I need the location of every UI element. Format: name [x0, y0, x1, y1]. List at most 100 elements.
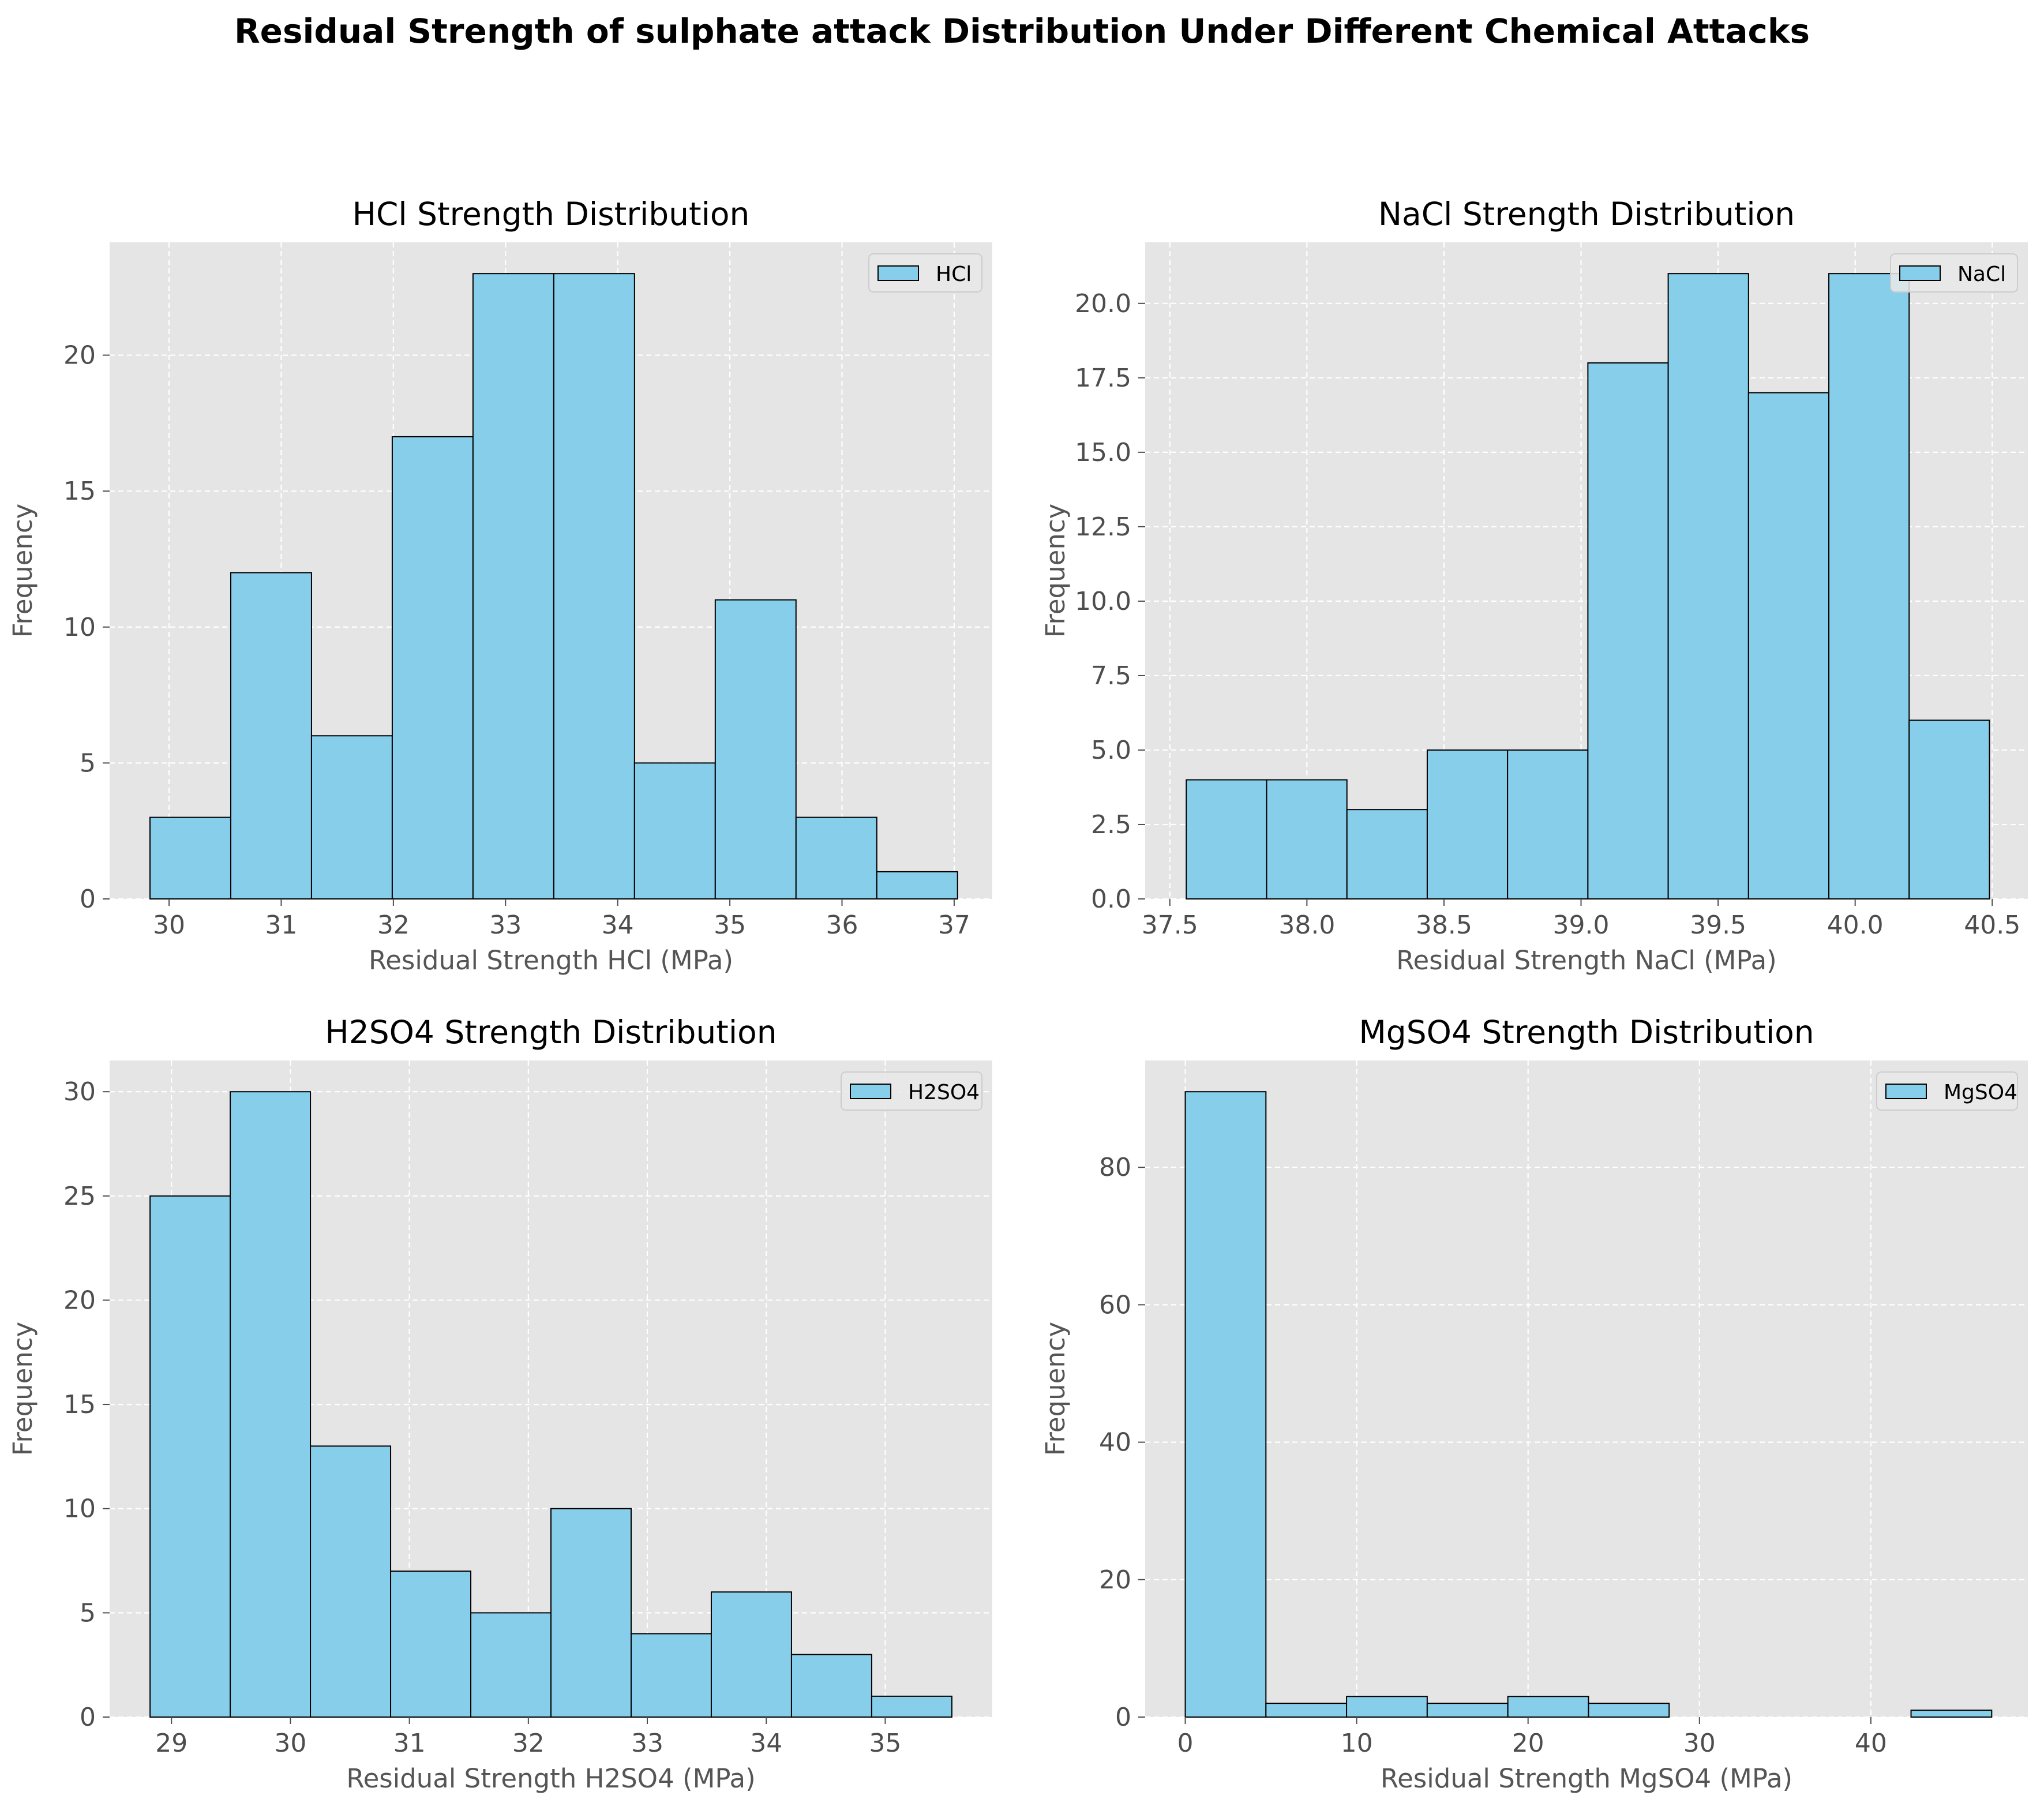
h2so4-x-tick-label: 32 — [512, 1729, 545, 1758]
hcl-x-tick-label: 32 — [377, 910, 410, 940]
nacl-x-tick-label: 38.0 — [1278, 910, 1335, 940]
hcl-x-tick-label: 30 — [153, 910, 185, 940]
mgso4-legend-label: MgSO4 — [1944, 1081, 2017, 1104]
hcl-x-axis-label: Residual Strength HCl (MPa) — [369, 945, 733, 976]
hcl-legend-label: HCl — [936, 263, 972, 286]
h2so4-histogram-bar — [149, 1195, 231, 1718]
mgso4-histogram-panel: 0 10 20 30 40 0 20 40 60 80 MgSO4 Strength Distrib… — [1040, 1014, 2028, 1794]
nacl-histogram-bar — [1186, 779, 1267, 899]
hcl-histogram-bar — [876, 871, 958, 899]
mgso4-legend-swatch — [1885, 1084, 1927, 1099]
h2so4-legend: H2SO4 — [841, 1071, 982, 1111]
mgso4-x-tick-label: 30 — [1683, 1729, 1716, 1758]
h2so4-histogram-bar — [710, 1591, 792, 1718]
nacl-legend-swatch — [1899, 265, 1941, 281]
mgso4-legend-box — [1876, 1071, 2018, 1111]
hcl-histogram-bar — [553, 273, 635, 900]
h2so4-y-tick-label: 20 — [63, 1285, 96, 1315]
nacl-histogram-bar — [1828, 273, 1910, 900]
mgso4-y-tick-label: 40 — [1099, 1428, 1131, 1457]
h2so4-x-tick-label: 29 — [155, 1729, 187, 1758]
nacl-x-tick-label: 40.5 — [1964, 910, 2020, 940]
mgso4-legend: MgSO4 — [1876, 1071, 2018, 1111]
h2so4-histogram-bar — [871, 1695, 952, 1718]
hcl-histogram-bar — [472, 273, 554, 900]
mgso4-histogram-bar — [1910, 1710, 1993, 1718]
h2so4-y-tick-label: 15 — [63, 1390, 96, 1419]
hcl-histogram-bar — [310, 735, 393, 899]
nacl-histogram-bar — [1587, 362, 1669, 899]
nacl-y-tick-label: 0.0 — [1091, 884, 1131, 914]
mgso4-axes-background — [1145, 1060, 2028, 1717]
hcl-y-tick-label: 15 — [63, 477, 96, 506]
hcl-histogram-bar — [149, 816, 231, 899]
mgso4-x-tick-label: 20 — [1512, 1729, 1544, 1758]
hcl-y-axis-label: Frequency — [7, 504, 38, 638]
hcl-histogram-bar — [714, 599, 797, 900]
nacl-x-tick-label: 38.5 — [1416, 910, 1472, 940]
figure-title: Residual Strength of sulphate attack Dis… — [234, 12, 1810, 51]
mgso4-histogram-bar — [1507, 1696, 1589, 1718]
nacl-x-axis-label: Residual Strength NaCl (MPa) — [1396, 945, 1776, 976]
h2so4-x-tick-label: 35 — [869, 1729, 901, 1758]
mgso4-histogram-bar — [1265, 1703, 1348, 1718]
h2so4-histogram-panel: 29 30 31 32 33 34 35 0 5 10 15 20 25 30 H2SO4 Strength… — [7, 1014, 992, 1794]
hcl-legend-box — [868, 253, 982, 293]
nacl-y-tick-label: 20.0 — [1075, 289, 1131, 318]
h2so4-x-tick-label: 34 — [750, 1729, 782, 1758]
mgso4-y-axis-label: Frequency — [1040, 1322, 1071, 1456]
nacl-y-tick-label: 12.5 — [1075, 512, 1131, 542]
h2so4-histogram-bar — [630, 1633, 712, 1718]
hcl-histogram-bar — [633, 762, 716, 900]
hcl-y-tick-label: 20 — [63, 341, 96, 370]
nacl-subplot-title: NaCl Strength Distribution — [1378, 196, 1795, 233]
nacl-y-tick-label: 5.0 — [1091, 736, 1131, 765]
h2so4-y-tick-label: 30 — [63, 1077, 96, 1107]
mgso4-x-axis-label: Residual Strength MgSO4 (MPa) — [1381, 1763, 1792, 1794]
mgso4-y-tick-label: 80 — [1099, 1153, 1131, 1182]
h2so4-histogram-bar — [390, 1571, 472, 1718]
nacl-y-axis-label: Frequency — [1040, 504, 1071, 638]
nacl-legend-box — [1890, 253, 2018, 293]
hcl-x-tick-label: 36 — [826, 910, 858, 940]
hcl-x-tick-label: 37 — [938, 910, 970, 940]
nacl-histogram-bar — [1346, 809, 1428, 899]
hcl-histogram-panel: 30 31 32 33 34 35 36 37 0 5 10 15 20 HCl Strength Dis… — [7, 196, 992, 976]
h2so4-x-axis-label: Residual Strength H2SO4 (MPa) — [346, 1763, 755, 1794]
nacl-histogram-panel: 37.5 38.0 38.5 39.0 39.5 40.0 40.5 0.0 2.5 5.0 7.5… — [1040, 196, 2028, 976]
nacl-x-tick-label: 40.0 — [1827, 910, 1884, 940]
nacl-x-tick-label: 39.5 — [1690, 910, 1746, 940]
nacl-x-tick-label: 39.0 — [1553, 910, 1610, 940]
hcl-y-tick-label: 10 — [63, 613, 96, 642]
h2so4-y-tick-label: 10 — [63, 1494, 96, 1524]
nacl-histogram-bar — [1426, 749, 1509, 899]
mgso4-histogram-bar — [1588, 1703, 1670, 1718]
h2so4-legend-swatch — [850, 1084, 891, 1099]
h2so4-x-tick-label: 30 — [274, 1729, 306, 1758]
nacl-y-tick-label: 15.0 — [1075, 438, 1131, 467]
nacl-histogram-bar — [1908, 719, 1990, 899]
mgso4-x-tick-label: 40 — [1855, 1729, 1887, 1758]
h2so4-x-tick-label: 33 — [631, 1729, 663, 1758]
h2so4-y-axis-label: Frequency — [7, 1322, 38, 1456]
hcl-subplot-title: HCl Strength Distribution — [352, 196, 750, 233]
mgso4-histogram-bar — [1426, 1703, 1509, 1718]
nacl-y-tick-label: 7.5 — [1091, 661, 1131, 691]
h2so4-legend-box — [841, 1071, 982, 1111]
hcl-y-tick-label: 5 — [80, 748, 96, 778]
h2so4-histogram-bar — [470, 1612, 552, 1718]
mgso4-subplot-title: MgSO4 Strength Distribution — [1359, 1014, 1814, 1051]
nacl-x-tick-label: 37.5 — [1142, 910, 1198, 940]
nacl-y-tick-label: 17.5 — [1075, 363, 1131, 393]
h2so4-histogram-bar — [790, 1654, 872, 1718]
nacl-histogram-bar — [1507, 749, 1589, 899]
mgso4-y-tick-label: 0 — [1115, 1703, 1131, 1732]
hcl-y-tick-label: 0 — [80, 884, 96, 914]
mgso4-x-tick-label: 0 — [1177, 1729, 1194, 1758]
nacl-y-tick-label: 2.5 — [1091, 810, 1131, 839]
mgso4-y-tick-label: 60 — [1099, 1290, 1131, 1320]
h2so4-histogram-bar — [550, 1508, 632, 1718]
hcl-histogram-bar — [230, 572, 312, 899]
h2so4-subplot-title: H2SO4 Strength Distribution — [325, 1014, 777, 1051]
